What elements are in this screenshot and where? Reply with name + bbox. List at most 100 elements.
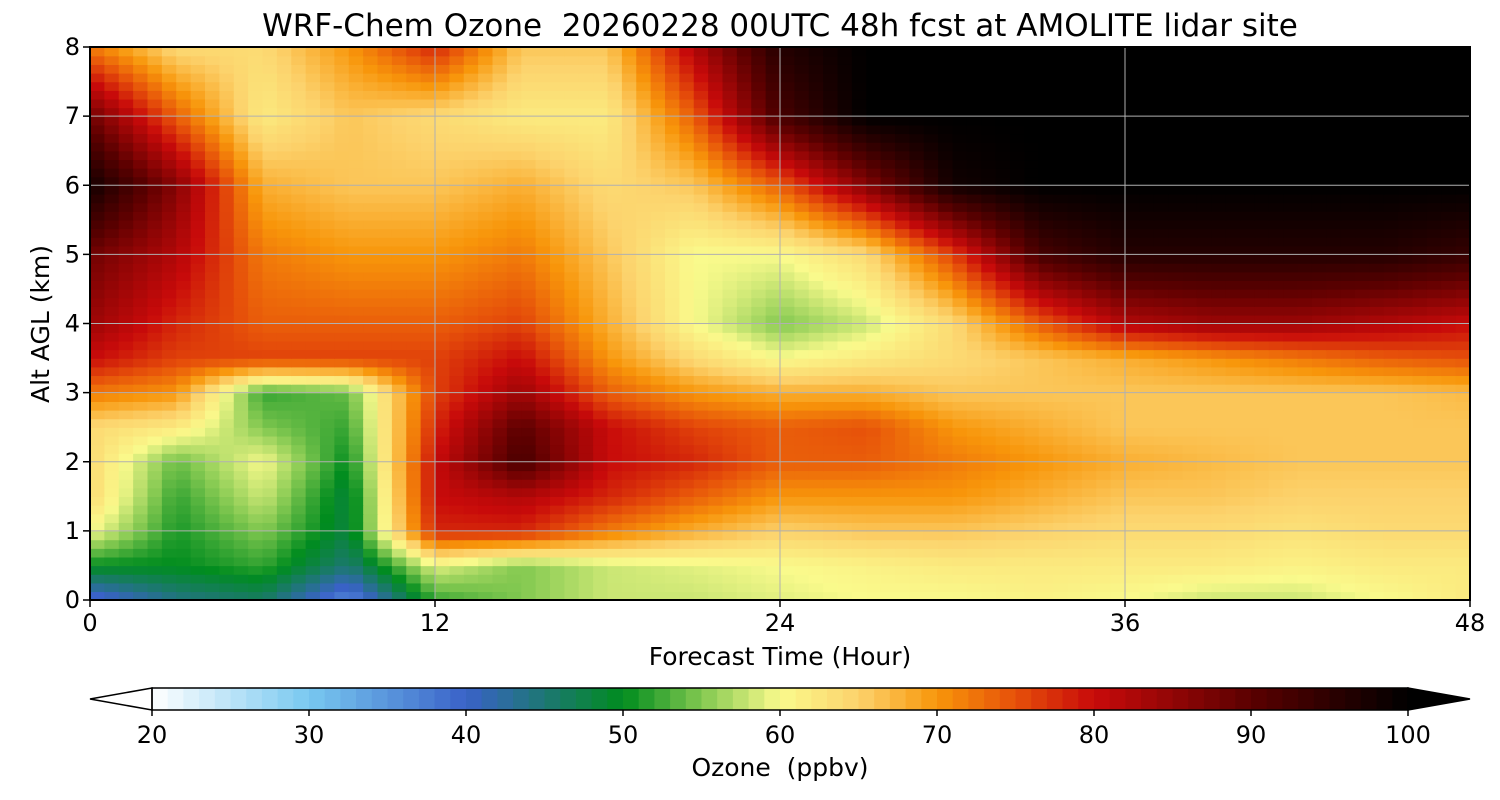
heatmap-cell — [1196, 219, 1212, 230]
heatmap-cell — [161, 548, 177, 558]
heatmap-cell — [1441, 358, 1457, 368]
heatmap-cell — [593, 176, 609, 186]
heatmap-cell — [808, 401, 824, 411]
heatmap-cell — [578, 228, 594, 238]
heatmap-cell — [1398, 418, 1414, 428]
heatmap-cell — [851, 211, 867, 221]
heatmap-cell — [521, 185, 537, 195]
heatmap-cell — [1096, 427, 1112, 437]
heatmap-cell — [794, 530, 810, 541]
heatmap-cell — [765, 306, 781, 316]
heatmap-cell — [205, 167, 221, 178]
heatmap-cell — [1441, 271, 1457, 281]
heatmap-cell — [895, 513, 911, 523]
heatmap-cell — [535, 288, 551, 299]
heatmap-cell — [1182, 211, 1198, 221]
heatmap-cell — [1326, 366, 1342, 377]
heatmap-cell — [463, 254, 479, 264]
heatmap-cell — [449, 392, 465, 402]
heatmap-cell — [808, 487, 824, 498]
heatmap-cell — [363, 539, 379, 549]
heatmap-cell — [636, 176, 652, 186]
heatmap-cell — [1225, 306, 1241, 316]
heatmap-cell — [1168, 401, 1184, 411]
heatmap-cell — [205, 565, 221, 575]
heatmap-cell — [1010, 202, 1026, 212]
heatmap-cell — [1297, 288, 1313, 299]
heatmap-cell — [1010, 245, 1026, 256]
heatmap-cell — [650, 271, 666, 281]
heatmap-cell — [1398, 504, 1414, 515]
heatmap-cell — [1139, 496, 1155, 506]
heatmap-cell — [406, 193, 422, 204]
heatmap-cell — [1053, 167, 1069, 178]
heatmap-cell — [708, 340, 724, 351]
heatmap-cell — [506, 401, 522, 411]
heatmap-cell — [722, 565, 738, 575]
heatmap-cell — [291, 444, 307, 454]
heatmap-cell — [780, 435, 796, 446]
heatmap-cell — [1398, 392, 1414, 402]
heatmap-cell — [219, 185, 235, 195]
heatmap-cell — [1326, 176, 1342, 186]
heatmap-cell — [866, 263, 882, 273]
heatmap-cell — [751, 444, 767, 454]
heatmap-cell — [276, 167, 292, 178]
heatmap-cell — [780, 297, 796, 307]
heatmap-cell — [104, 496, 120, 506]
heatmap-cell — [176, 228, 192, 238]
heatmap-cell — [708, 193, 724, 204]
heatmap-cell — [1038, 332, 1054, 342]
heatmap-cell — [262, 297, 278, 307]
heatmap-cell — [650, 288, 666, 299]
heatmap-cell — [147, 522, 163, 532]
heatmap-cell — [895, 288, 911, 299]
heatmap-cell — [1024, 522, 1040, 532]
heatmap-cell — [1254, 513, 1270, 523]
heatmap-cell — [492, 548, 508, 558]
heatmap-cell — [1139, 211, 1155, 221]
heatmap-cell — [190, 530, 206, 541]
heatmap-cell — [133, 237, 149, 247]
heatmap-cell — [966, 435, 982, 446]
heatmap-cell — [1038, 193, 1054, 204]
heatmap-cell — [708, 167, 724, 178]
heatmap-cell — [320, 254, 336, 264]
heatmap-cell — [593, 263, 609, 273]
heatmap-cell — [161, 185, 177, 195]
heatmap-cell — [995, 167, 1011, 178]
heatmap-cell — [1254, 574, 1270, 584]
heatmap-cell — [262, 202, 278, 212]
heatmap-cell — [1168, 176, 1184, 186]
heatmap-cell — [751, 323, 767, 333]
heatmap-cell — [966, 228, 982, 238]
heatmap-cell — [104, 487, 120, 498]
heatmap-cell — [1283, 383, 1299, 394]
heatmap-cell — [1038, 591, 1054, 600]
heatmap-cell — [248, 461, 264, 472]
heatmap-cell — [535, 470, 551, 480]
heatmap-cell — [492, 522, 508, 532]
heatmap-cell — [492, 453, 508, 463]
heatmap-cell — [1240, 280, 1256, 290]
heatmap-cell — [190, 565, 206, 575]
heatmap-cell — [780, 556, 796, 567]
heatmap-cell — [1096, 193, 1112, 204]
heatmap-cell — [535, 375, 551, 385]
heatmap-cell — [593, 297, 609, 307]
heatmap-cell — [1053, 392, 1069, 402]
heatmap-cell — [880, 211, 896, 221]
heatmap-cell — [1168, 383, 1184, 394]
heatmap-cell — [1067, 366, 1083, 377]
heatmap-cell — [1139, 556, 1155, 567]
heatmap-cell — [348, 288, 364, 299]
heatmap-cell — [1153, 496, 1169, 506]
heatmap-cell — [291, 418, 307, 428]
heatmap-cell — [1297, 565, 1313, 575]
heatmap-cell — [535, 211, 551, 221]
heatmap-cell — [1211, 427, 1227, 437]
heatmap-cell — [1211, 263, 1227, 273]
heatmap-cell — [463, 314, 479, 325]
heatmap-cell — [650, 366, 666, 377]
heatmap-cell — [118, 574, 134, 584]
